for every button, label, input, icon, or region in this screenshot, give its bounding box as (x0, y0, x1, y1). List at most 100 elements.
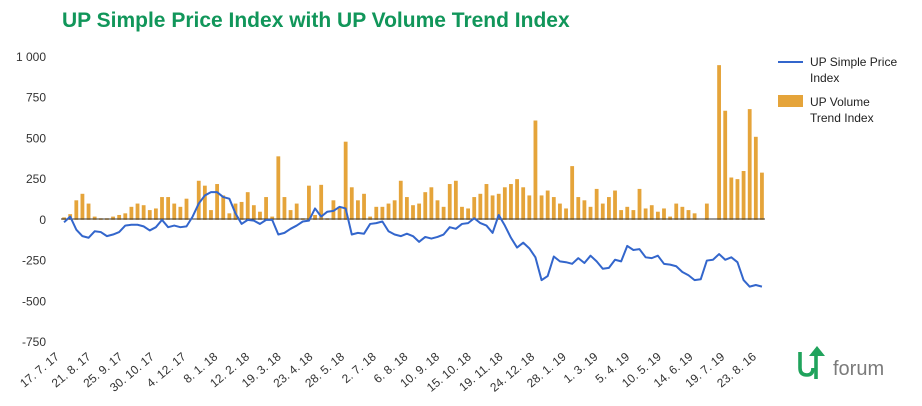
volume-bar (117, 214, 122, 220)
volume-bar (123, 213, 128, 220)
volume-bar (453, 180, 458, 220)
volume-bar (533, 120, 538, 220)
volume-bar (564, 208, 568, 220)
volume-bar (747, 109, 752, 220)
legend: UP Simple Price Index UP Volume Trend In… (778, 55, 897, 125)
volume-bar (380, 206, 385, 220)
volume-bar (502, 187, 507, 220)
y-tick-label: -500 (22, 294, 46, 308)
volume-bar (202, 185, 207, 220)
volume-bar (239, 201, 244, 220)
volume-bar (613, 190, 617, 220)
volume-bar (160, 197, 164, 220)
volume-bar (631, 210, 636, 220)
up-forum-logo: forum (796, 344, 884, 380)
volume-bar (637, 188, 642, 220)
volume-bar (356, 200, 360, 220)
legend-label-price-line1: UP Simple Price (810, 55, 897, 69)
volume-bar (441, 206, 446, 220)
volume-bar (539, 195, 544, 220)
volume-bar (178, 206, 183, 220)
x-tick-label: 2. 7. 18 (339, 349, 379, 386)
volume-bar (717, 65, 721, 220)
volume-bar (527, 195, 532, 220)
x-tick-label: 1. 3. 19 (561, 349, 601, 386)
volume-bar (282, 197, 287, 220)
volume-bar (435, 200, 440, 220)
volume-bar (74, 200, 79, 220)
volume-bar (417, 203, 422, 220)
volume-bar (92, 216, 97, 220)
volume-bar (576, 197, 581, 220)
volume-bar (521, 187, 526, 220)
volume-bar (496, 193, 501, 220)
volume-bar (423, 192, 428, 220)
y-tick-label: -750 (22, 335, 46, 349)
y-axis-ticks: 1 000 750 500 250 0 -250 -500 -750 (16, 50, 46, 349)
volume-bar (111, 216, 115, 220)
volume-bar (129, 206, 134, 220)
volume-bar (723, 110, 728, 220)
y-tick-label: 0 (39, 213, 46, 227)
volume-bar (270, 216, 275, 220)
volume-bar (607, 197, 611, 220)
volume-bar (404, 197, 409, 220)
volume-bar (753, 136, 758, 220)
volume-bar (484, 184, 489, 220)
volume-bar (337, 206, 342, 220)
volume-bar (141, 205, 146, 220)
legend-label-volume-line2: Trend Index (810, 111, 874, 125)
volume-bar (680, 206, 685, 220)
volume-bar (368, 216, 373, 220)
volume-bar (490, 195, 495, 220)
volume-bar (251, 205, 256, 220)
y-tick-label: 750 (26, 91, 46, 105)
volume-bar (153, 208, 158, 220)
volume-bar (600, 203, 605, 220)
volume-bar (741, 171, 746, 220)
volume-bar (135, 203, 140, 220)
volume-bar (209, 210, 213, 220)
volume-bar (245, 192, 250, 220)
volume-bar (258, 211, 262, 220)
volume-bar (307, 185, 311, 220)
volume-bar (398, 180, 403, 220)
volume-bar (588, 206, 593, 220)
volume-bar (362, 193, 366, 220)
volume-bar (80, 193, 85, 220)
volume-bar (349, 187, 354, 220)
volume-bar (625, 206, 630, 220)
volume-bar (735, 179, 740, 220)
volume-bar (184, 198, 189, 220)
volume-bar (674, 203, 679, 220)
volume-bar (288, 210, 293, 220)
volume-bar (545, 190, 550, 220)
volume-bar (643, 208, 648, 220)
volume-bar (729, 177, 734, 220)
up-logo-icon (798, 346, 825, 379)
volume-bar (558, 203, 562, 220)
volume-bar (668, 216, 673, 220)
volume-bar (447, 184, 452, 220)
volume-bar (662, 208, 666, 220)
volume-bar (86, 203, 91, 220)
volume-bar (582, 200, 587, 220)
volume-bar (594, 188, 599, 220)
y-tick-label: -250 (22, 254, 46, 268)
logo-text: forum (833, 358, 885, 380)
volume-bar (221, 195, 226, 220)
volume-bar (313, 214, 317, 220)
y-tick-label: 500 (26, 131, 46, 145)
volume-bar (649, 205, 654, 220)
volume-bar (551, 197, 556, 220)
volume-bar (760, 172, 764, 220)
volume-bar (466, 208, 470, 220)
volume-bar (386, 203, 391, 220)
y-tick-label: 1 000 (16, 50, 46, 64)
volume-bar (227, 213, 232, 220)
price-index-series (63, 191, 763, 288)
volume-bar (319, 184, 324, 220)
volume-bar (166, 197, 171, 220)
volume-bar (692, 213, 697, 220)
